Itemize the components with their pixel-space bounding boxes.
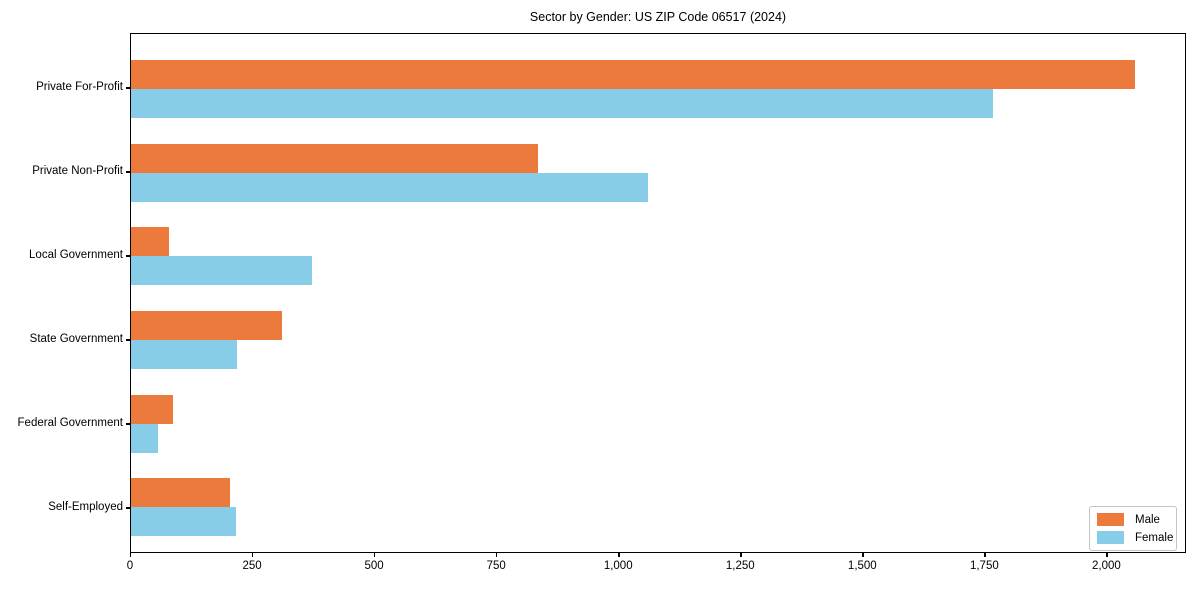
bar-group	[131, 298, 1185, 382]
x-tick-label: 1,000	[603, 560, 633, 572]
y-tick-mark	[126, 171, 130, 173]
bar-female-1	[131, 88, 993, 118]
bar-male-1	[131, 59, 1135, 89]
plot-area: Male Female	[130, 33, 1186, 553]
bar-group	[131, 131, 1185, 215]
bar-male-6	[131, 478, 230, 508]
bar-female-4	[131, 339, 237, 369]
bar-group	[131, 214, 1185, 298]
category-label: Private Non-Profit	[32, 165, 123, 177]
x-tick-mark	[252, 553, 254, 557]
x-tick-label: 750	[486, 560, 506, 572]
bar-rows	[131, 34, 1185, 552]
bar-male-5	[131, 394, 174, 424]
bar-male-4	[131, 310, 282, 340]
x-tick-mark	[984, 553, 986, 557]
legend-label: Female	[1135, 531, 1174, 544]
bar-male-3	[131, 227, 169, 257]
bar-male-2	[131, 143, 539, 173]
category-label: Local Government	[29, 249, 123, 261]
x-tick-label: 250	[242, 560, 262, 572]
x-tick-label: 1,750	[969, 560, 999, 572]
category-label: State Government	[29, 333, 123, 345]
x-tick-mark	[1106, 553, 1108, 557]
x-tick-label: 1,500	[847, 560, 877, 572]
category-label: Federal Government	[17, 417, 123, 429]
chart-title: Sector by Gender: US ZIP Code 06517 (202…	[529, 10, 787, 24]
legend-swatch-icon	[1097, 531, 1124, 544]
legend: Male Female	[1089, 506, 1177, 551]
y-tick-mark	[126, 423, 130, 425]
y-tick-mark	[126, 87, 130, 89]
y-tick-mark	[126, 255, 130, 257]
x-tick-mark	[374, 553, 376, 557]
y-tick-mark	[126, 507, 130, 509]
x-tick-mark	[130, 553, 132, 557]
x-tick-label: 1,250	[725, 560, 755, 572]
legend-label: Male	[1135, 513, 1160, 526]
x-tick-mark	[496, 553, 498, 557]
bar-female-3	[131, 256, 312, 286]
x-tick-label: 500	[364, 560, 384, 572]
bar-female-2	[131, 172, 649, 202]
legend-item-male: Male	[1097, 513, 1168, 526]
bar-group	[131, 47, 1185, 131]
category-label: Self-Employed	[48, 501, 123, 513]
x-tick-mark	[618, 553, 620, 557]
x-tick-mark	[862, 553, 864, 557]
x-tick-label: 0	[126, 560, 134, 572]
x-tick-label: 2,000	[1092, 560, 1121, 572]
category-label: Private For-Profit	[36, 81, 123, 93]
bar-female-6	[131, 507, 237, 537]
bar-group	[131, 465, 1185, 549]
legend-item-female: Female	[1097, 531, 1173, 544]
bar-female-5	[131, 423, 159, 453]
bar-group	[131, 382, 1185, 466]
y-tick-mark	[126, 339, 130, 341]
x-tick-mark	[740, 553, 742, 557]
legend-swatch-icon	[1097, 513, 1124, 526]
